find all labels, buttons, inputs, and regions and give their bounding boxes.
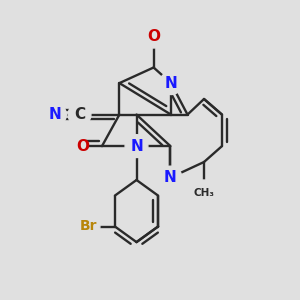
Text: C: C [74,107,85,122]
Text: O: O [76,139,89,154]
Circle shape [142,25,165,48]
Circle shape [44,103,66,126]
Circle shape [64,135,87,158]
Circle shape [160,72,182,94]
Circle shape [125,135,148,158]
Circle shape [190,180,218,207]
Circle shape [159,166,182,189]
Text: O: O [147,29,160,44]
Text: CH₃: CH₃ [194,188,214,199]
Circle shape [68,103,91,126]
Text: N: N [165,76,177,91]
Circle shape [77,215,100,238]
Text: N: N [49,107,61,122]
Text: N: N [164,170,177,185]
Text: N: N [130,139,143,154]
Text: Br: Br [80,220,97,233]
